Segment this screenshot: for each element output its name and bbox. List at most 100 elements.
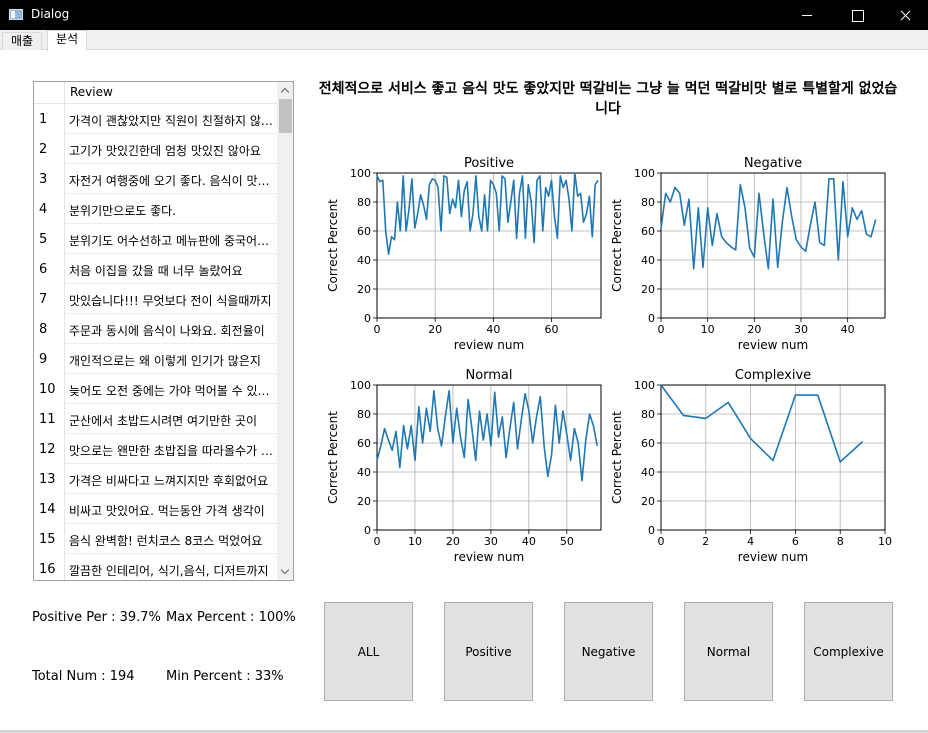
- x-tick-label: 4: [747, 535, 754, 548]
- y-tick-label: 0: [648, 524, 655, 537]
- complexive-button[interactable]: Complexive: [804, 602, 893, 701]
- review-row-number: 3: [39, 172, 48, 187]
- review-row-number: 2: [39, 142, 48, 157]
- normal-button[interactable]: Normal: [684, 602, 773, 701]
- review-row-number: 15: [39, 532, 56, 547]
- chart-title: Complexive: [735, 368, 811, 383]
- review-list-scrollbar[interactable]: [277, 82, 293, 580]
- review-row-number: 12: [39, 442, 56, 457]
- y-tick-label: 0: [364, 524, 371, 537]
- x-tick-label: 30: [484, 535, 498, 548]
- minimize-icon[interactable]: [784, 0, 830, 30]
- tab-sales[interactable]: 매출: [2, 32, 43, 50]
- plot-frame: [376, 172, 602, 319]
- review-row[interactable]: 14 비싸고 맛있어요. 먹는동안 가격 생각이: [34, 494, 277, 524]
- x-tick-label: 20: [446, 535, 460, 548]
- review-row[interactable]: 15 음식 완벽함! 런치코스 8코스 먹었어요: [34, 524, 277, 554]
- chart-title: Positive: [464, 156, 514, 171]
- y-tick-label: 40: [641, 254, 655, 267]
- y-tick-label: 80: [357, 408, 371, 421]
- review-row-number: 9: [39, 352, 48, 367]
- review-row[interactable]: 8 주문과 동시에 음식이 나와요. 회전율이: [34, 314, 277, 344]
- chart-positive: 0 20 40 60 0 20 40 60 80 100 Positive review num Cor…: [326, 156, 602, 352]
- review-row[interactable]: 4 분위기만으로도 좋다.: [34, 194, 277, 224]
- x-tick-label: 50: [560, 535, 574, 548]
- x-tick-label: 20: [428, 323, 442, 336]
- review-list[interactable]: Review 1 가격이 괜찮았지만 직원이 친절하지 않아서 2 고기가 맛있긴한데…: [33, 81, 294, 581]
- tab-bar: 매출 분석: [0, 30, 928, 51]
- x-tick-label: 40: [486, 323, 500, 336]
- y-tick-label: 60: [641, 225, 655, 238]
- review-row[interactable]: 5 분위기도 어수선하고 메뉴판에 중국어가 많아: [34, 224, 277, 254]
- tab-analysis[interactable]: 분석: [47, 30, 88, 51]
- review-row-number: 7: [39, 292, 48, 307]
- positive-button[interactable]: Positive: [444, 602, 533, 701]
- y-tick-label: 80: [357, 196, 371, 209]
- review-row[interactable]: 3 자전거 여행중에 오기 좋다. 음식이 맛있다: [34, 164, 277, 194]
- selected-review-text: 전체적으로 서비스 좋고 음식 맛도 좋았지만 떡갈비는 그냥 늘 먹던 떡갈비…: [318, 81, 898, 117]
- review-row-number: 16: [39, 562, 56, 577]
- y-axis-label: Correct Percent: [326, 199, 340, 292]
- review-row[interactable]: 7 맛있습니다!!! 무엇보다 전이 식을때까지: [34, 284, 277, 314]
- y-tick-label: 0: [648, 312, 655, 325]
- plot-frame: [660, 172, 886, 319]
- chart-title: Normal: [465, 368, 512, 383]
- review-row[interactable]: 11 군산에서 초밥드시려면 여기만한 곳이: [34, 404, 277, 434]
- window-title: Dialog: [31, 7, 70, 21]
- min-percent-label: Min Percent : 33%: [166, 669, 284, 684]
- x-axis-label: review num: [738, 550, 808, 564]
- max-percent-label: Max Percent : 100%: [166, 610, 296, 625]
- y-tick-label: 40: [357, 254, 371, 267]
- review-row-number: 1: [39, 112, 48, 127]
- review-row[interactable]: 9 개인적으로는 왜 이렇게 인기가 많은지: [34, 344, 277, 374]
- review-list-header: Review: [34, 82, 277, 104]
- y-tick-label: 100: [350, 167, 371, 180]
- chart-negative: 0 10 20 30 40 0 20 40 60 80 100 Negative review num C…: [610, 156, 886, 352]
- review-row[interactable]: 6 처음 이집을 갔을 때 너무 놀랐어요: [34, 254, 277, 284]
- y-tick-label: 100: [634, 379, 655, 392]
- y-axis-label: Correct Percent: [326, 411, 340, 504]
- review-row-number: 6: [39, 262, 48, 277]
- y-tick-label: 20: [357, 495, 371, 508]
- y-tick-label: 20: [641, 495, 655, 508]
- review-row[interactable]: 12 맛으로는 왠만한 초밥집을 따라올수가 없어요: [34, 434, 277, 464]
- negative-button[interactable]: Negative: [564, 602, 653, 701]
- y-tick-label: 20: [357, 283, 371, 296]
- review-column-header: Review: [70, 85, 113, 99]
- series-line: [376, 172, 599, 255]
- y-tick-label: 100: [634, 167, 655, 180]
- positive-per-label: Positive Per : 39.7%: [32, 610, 161, 625]
- review-row[interactable]: 10 늦어도 오전 중에는 가야 먹어볼 수 있어요: [34, 374, 277, 404]
- x-tick-label: 8: [837, 535, 844, 548]
- review-row-number: 14: [39, 502, 56, 517]
- y-tick-label: 40: [357, 466, 371, 479]
- x-tick-label: 60: [545, 323, 559, 336]
- y-tick-label: 100: [350, 379, 371, 392]
- review-row-number: 11: [39, 412, 56, 427]
- chart-normal: 0 10 20 30 40 50 0 20 40 60 80 100 Normal review num C…: [326, 368, 602, 564]
- x-tick-label: 0: [374, 323, 381, 336]
- scroll-thumb[interactable]: [279, 99, 292, 133]
- review-row[interactable]: 13 가격은 비싸다고 느껴지지만 후회없어요: [34, 464, 277, 494]
- maximize-icon[interactable]: [834, 0, 880, 30]
- all-button[interactable]: ALL: [324, 602, 413, 701]
- x-tick-label: 10: [701, 323, 715, 336]
- x-tick-label: 10: [408, 535, 422, 548]
- plot-frame: [660, 384, 886, 531]
- x-tick-label: 20: [747, 323, 761, 336]
- y-tick-label: 60: [357, 437, 371, 450]
- review-row[interactable]: 1 가격이 괜찮았지만 직원이 친절하지 않아서: [34, 104, 277, 134]
- y-tick-label: 40: [641, 466, 655, 479]
- x-tick-label: 30: [794, 323, 808, 336]
- x-tick-label: 0: [374, 535, 381, 548]
- x-tick-label: 6: [792, 535, 799, 548]
- review-row[interactable]: 2 고기가 맛있긴한데 엄청 맛있진 않아요: [34, 134, 277, 164]
- review-row-number: 13: [39, 472, 56, 487]
- series-line: [376, 389, 598, 482]
- x-axis-label: review num: [454, 338, 524, 352]
- title-bar[interactable]: Dialog: [0, 0, 928, 30]
- x-tick-label: 2: [702, 535, 709, 548]
- review-row[interactable]: 16 깔끔한 인테리어, 식기,음식, 디저트까지: [34, 554, 277, 580]
- x-tick-label: 40: [841, 323, 855, 336]
